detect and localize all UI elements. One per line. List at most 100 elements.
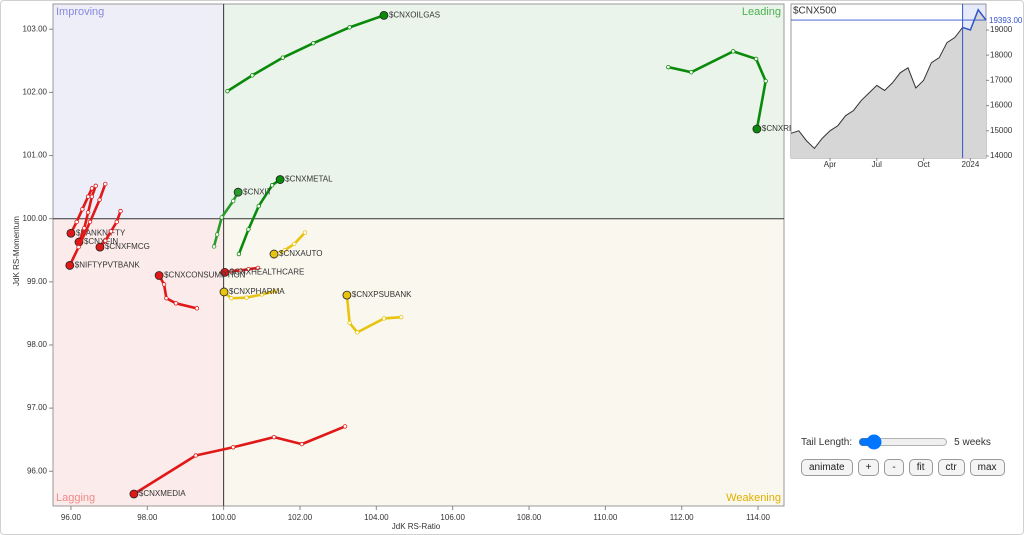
series-label: $CNXMETAL (285, 175, 333, 184)
tail-point (193, 453, 198, 458)
control-button[interactable]: + (857, 459, 880, 476)
y-tick-label: 19000 (990, 25, 1013, 34)
x-tick-label: Oct (917, 160, 930, 169)
control-button[interactable]: animate (801, 459, 853, 476)
x-tick-label: 98.00 (137, 513, 158, 522)
quadrant-label: Lagging (56, 492, 95, 504)
y-tick-label: 99.00 (27, 277, 48, 286)
y-tick-label: 98.00 (27, 340, 48, 349)
plot-frame (52, 3, 785, 507)
control-button[interactable]: max (969, 459, 1005, 476)
head-point (275, 175, 285, 184)
mini-title: $CNX500 (793, 6, 837, 17)
tail-point (292, 241, 297, 247)
series-label: $CNXREALTY (762, 124, 815, 133)
tail (226, 14, 386, 93)
series-label: $CNXCONSUMPTION (164, 271, 246, 280)
tail-point (97, 197, 102, 202)
series-label: $CNXFMCG (105, 242, 150, 251)
head-point (219, 287, 229, 297)
tail-point (246, 267, 251, 272)
tail-point (355, 330, 360, 335)
x-tick-label: Jul (872, 160, 882, 169)
tail-point (342, 424, 348, 429)
quadrant-label: Improving (56, 6, 104, 18)
x-tick-label: 108.00 (517, 513, 542, 522)
tail-point (255, 265, 261, 271)
x-tick-label: 106.00 (440, 513, 465, 522)
tail-slider[interactable] (858, 437, 949, 447)
tail-point (164, 296, 169, 301)
x-tick-label: 100.00 (211, 513, 236, 522)
tail-point (118, 208, 123, 214)
tail-point (229, 268, 234, 274)
x-tick-label: 110.00 (593, 513, 617, 522)
head-point (65, 261, 75, 270)
tail-point (229, 296, 234, 301)
tail-point (103, 238, 108, 243)
tail-point (246, 227, 251, 232)
tail-point (256, 203, 261, 209)
tail-point (211, 244, 217, 249)
tail-point (173, 301, 179, 306)
tail-point (244, 295, 249, 300)
tail-point (259, 292, 265, 297)
quadrant (53, 4, 224, 219)
quadrant (223, 4, 784, 219)
tail-point (225, 88, 230, 94)
series-label: $CNXOILGAS (389, 10, 440, 19)
y-tick-label: 14000 (990, 151, 1013, 160)
tail-point (74, 219, 79, 225)
series-label: $NIFTYPVTBANK (75, 261, 141, 270)
tail-label: Tail Length: (801, 436, 853, 448)
x-tick-label: 96.00 (61, 513, 82, 522)
price-area (791, 9, 986, 158)
head-point (379, 10, 389, 20)
price-line (790, 8, 987, 150)
x-tick-label: 2024 (962, 160, 980, 169)
tail-point (87, 219, 93, 225)
head-point (129, 489, 139, 499)
series-label: $CNXAUTO (279, 249, 322, 258)
tail-point (238, 268, 244, 273)
head-point (342, 290, 352, 300)
last-value-label: 19393.00 (989, 16, 1023, 25)
button-row: animate + - fit ctr max (801, 459, 1016, 476)
control-button[interactable]: - (884, 459, 904, 476)
tail-point (230, 198, 236, 204)
series-label: $BANKNIFTY (76, 228, 126, 237)
series-label: $CNXIT (243, 187, 272, 196)
x-tick-label: 104.00 (364, 513, 389, 522)
head-point (154, 271, 164, 280)
y-tick-label: 103.00 (23, 24, 48, 33)
head-point (233, 187, 243, 197)
tail-point (161, 282, 167, 287)
series-label: $CNXHEALTHCARE (230, 267, 305, 276)
control-button[interactable]: ctr (937, 459, 965, 476)
tail-point (89, 194, 95, 199)
quadrant (223, 218, 784, 506)
tail-point (302, 230, 308, 235)
tail-point (731, 49, 736, 54)
x-tick-label: 112.00 (670, 513, 694, 522)
tail-point (763, 78, 768, 84)
tail-point (666, 64, 671, 70)
y-tick-label: 18000 (990, 50, 1013, 59)
tail-point (85, 194, 91, 199)
x-tick-label: 114.00 (746, 513, 770, 522)
y-tick-label: 102.00 (23, 88, 48, 97)
tail (132, 425, 347, 496)
head-point (220, 267, 230, 277)
tail-point (347, 320, 352, 326)
tail-point (80, 207, 85, 212)
head-point (269, 249, 279, 259)
tail-point (85, 210, 91, 215)
tail-point (194, 306, 200, 311)
tail-value: 5 weeks (954, 436, 991, 448)
x-tick-label: Apr (824, 160, 837, 169)
tail-point (76, 244, 81, 250)
y-tick-label: 97.00 (27, 403, 48, 412)
control-button[interactable]: fit (908, 459, 933, 476)
y-axis-title: JdK RS-Momentum (12, 216, 21, 286)
